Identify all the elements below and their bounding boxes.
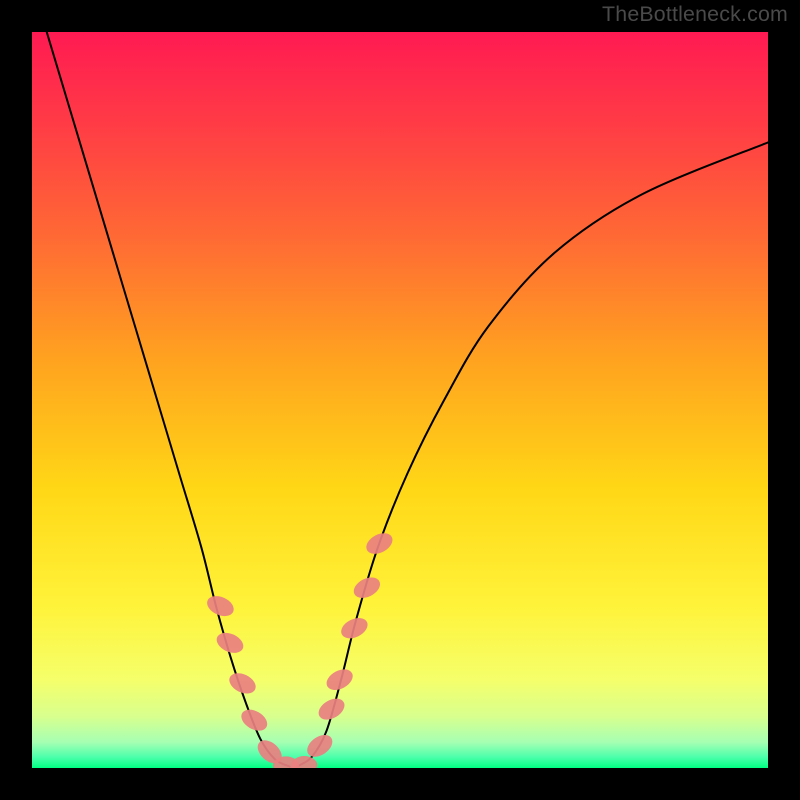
data-marker	[238, 705, 271, 735]
curve-left	[47, 32, 290, 767]
plot-area	[32, 32, 768, 768]
data-marker	[204, 592, 237, 620]
data-marker	[323, 665, 356, 694]
data-marker	[315, 694, 348, 724]
data-marker	[338, 614, 371, 642]
chart-frame: TheBottleneck.com	[0, 0, 800, 800]
curves-svg	[32, 32, 768, 768]
data-marker	[363, 529, 396, 558]
data-marker	[291, 756, 317, 768]
data-marker	[350, 573, 383, 602]
watermark-text: TheBottleneck.com	[602, 2, 788, 27]
curve-right	[297, 142, 768, 766]
